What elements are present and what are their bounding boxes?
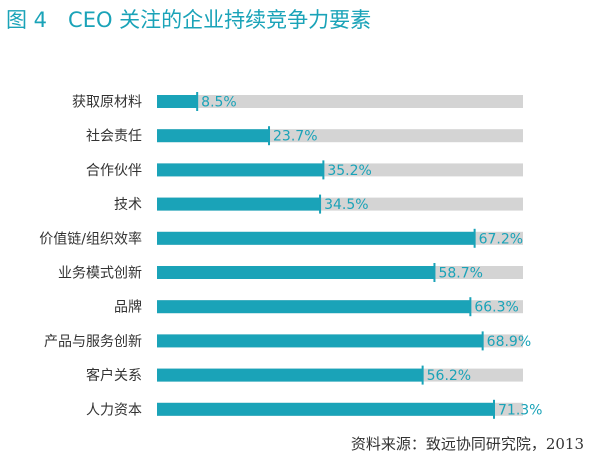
value-label: 34.5% (324, 197, 368, 213)
value-label: 8.5% (201, 95, 237, 111)
bar (157, 231, 475, 245)
bar (157, 300, 471, 314)
value-label: 67.2% (479, 231, 523, 247)
bar (157, 266, 435, 279)
bar-row: 人力资本 71.3% (86, 399, 542, 419)
category-label: 合作伙伴 (86, 163, 142, 179)
bar (157, 129, 270, 143)
bar (157, 197, 321, 211)
bar (157, 334, 483, 348)
bar-row: 客户关系 56.2% (86, 365, 523, 385)
bar (157, 368, 423, 382)
value-label: 56.2% (427, 368, 471, 384)
bar-row: 技术 34.5% (114, 194, 523, 214)
category-label: 业务模式创新 (58, 266, 142, 282)
category-label: 社会责任 (86, 129, 142, 145)
value-label: 66.3% (474, 300, 518, 316)
value-label: 68.9% (487, 334, 531, 350)
value-label: 58.7% (438, 266, 482, 282)
bar-row: 社会责任 23.7% (86, 126, 523, 146)
category-label: 产品与服务创新 (44, 334, 142, 350)
category-label: 技术 (114, 197, 142, 213)
category-label: 获取原材料 (72, 95, 142, 111)
bar-row: 价值链/组织效率 67.2% (39, 228, 523, 248)
bar (157, 163, 324, 177)
category-label: 价值链/组织效率 (39, 230, 142, 247)
bar-row: 合作伙伴 35.2% (86, 160, 523, 180)
source-note: 资料来源：致远协同研究院，2013 (350, 435, 584, 453)
chart-title: 图 4 CEO 关注的企业持续竞争力要素 (6, 8, 372, 32)
category-label: 人力资本 (86, 402, 142, 418)
bar (157, 402, 494, 416)
category-label: 品牌 (114, 299, 142, 316)
bar (157, 95, 198, 108)
bar-track (157, 95, 523, 108)
value-label: 71.3% (498, 402, 542, 418)
bar-row: 品牌 66.3% (114, 297, 523, 317)
value-label: 35.2% (327, 163, 371, 179)
bar-row: 产品与服务创新 68.9% (44, 331, 531, 351)
bar-row: 业务模式创新 58.7% (58, 263, 523, 282)
bar-row: 获取原材料 8.5% (72, 92, 523, 111)
category-label: 客户关系 (86, 367, 142, 384)
value-label: 23.7% (273, 129, 317, 145)
